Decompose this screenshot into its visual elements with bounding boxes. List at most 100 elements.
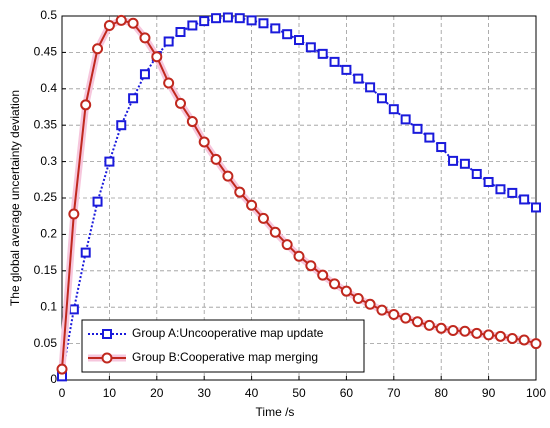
data-point	[471, 327, 483, 339]
data-point	[104, 156, 115, 167]
data-point	[412, 123, 423, 134]
data-point	[258, 18, 269, 29]
y-tick-label: 0.3	[40, 154, 57, 168]
data-point	[163, 36, 174, 47]
y-tick-label: 0.5	[40, 8, 57, 22]
data-point	[317, 269, 329, 281]
data-point	[388, 104, 399, 115]
y-tick-label: 0.45	[34, 45, 58, 59]
data-point	[269, 226, 281, 238]
data-point	[435, 322, 447, 334]
data-point	[56, 363, 68, 375]
data-point	[495, 184, 506, 195]
data-point	[211, 13, 222, 24]
data-point	[519, 194, 530, 205]
y-tick-label: 0	[50, 372, 57, 386]
data-point	[341, 64, 352, 75]
data-point	[139, 32, 151, 44]
data-point	[507, 187, 518, 198]
data-point	[163, 77, 175, 89]
data-point	[128, 93, 139, 104]
data-point	[305, 260, 317, 272]
data-point	[436, 142, 447, 153]
data-point	[471, 168, 482, 179]
data-point	[317, 48, 328, 59]
data-point	[139, 69, 150, 80]
data-point	[400, 312, 412, 324]
x-tick-label: 30	[198, 386, 212, 400]
data-point	[531, 202, 541, 213]
data-point	[210, 153, 222, 165]
x-tick-label: 0	[59, 386, 66, 400]
data-point	[376, 304, 388, 316]
data-point	[234, 186, 246, 198]
data-point	[340, 285, 352, 297]
data-point	[518, 334, 530, 346]
y-tick-label: 0.4	[40, 81, 57, 95]
y-tick-label: 0.15	[34, 263, 58, 277]
data-point	[329, 278, 341, 290]
data-point	[365, 82, 376, 93]
data-point	[246, 199, 258, 211]
data-point	[494, 330, 506, 342]
data-point	[400, 114, 411, 125]
y-axis-label: The global average uncertainty deviation	[8, 90, 22, 306]
data-point	[281, 239, 293, 251]
x-axis-label: Time /s	[256, 405, 295, 419]
data-point	[530, 338, 542, 350]
data-point	[68, 208, 80, 220]
data-point	[388, 308, 400, 320]
data-point	[222, 170, 234, 182]
x-tick-label: 40	[245, 386, 259, 400]
data-point	[506, 333, 518, 345]
y-tick-label: 0.35	[34, 117, 58, 131]
data-point	[270, 23, 281, 34]
x-tick-label: 80	[435, 386, 449, 400]
data-point	[68, 304, 79, 315]
data-point	[352, 292, 364, 304]
data-point	[199, 16, 210, 27]
data-point	[198, 136, 210, 148]
data-point	[175, 27, 186, 38]
data-point	[222, 12, 233, 23]
y-tick-label: 0.05	[34, 336, 58, 350]
x-tick-label: 20	[150, 386, 164, 400]
data-point	[175, 97, 186, 109]
data-point	[329, 56, 340, 67]
data-point	[92, 43, 104, 55]
data-point	[364, 298, 376, 310]
legend-label: Group B:Cooperative map merging	[132, 350, 318, 364]
data-point	[187, 20, 198, 31]
data-point	[459, 325, 471, 337]
x-tick-label: 50	[292, 386, 306, 400]
legend-label: Group A:Uncooperative map update	[132, 326, 324, 340]
data-point	[412, 316, 423, 328]
data-point	[459, 158, 470, 169]
data-point	[103, 19, 115, 31]
x-tick-label: 100	[526, 386, 546, 400]
data-point	[483, 176, 494, 187]
data-point	[80, 99, 92, 111]
data-point	[424, 132, 435, 143]
x-tick-label: 10	[103, 386, 117, 400]
y-tick-label: 0.25	[34, 190, 58, 204]
data-point	[294, 35, 304, 46]
x-tick-label: 90	[482, 386, 496, 400]
x-tick-label: 70	[387, 386, 401, 400]
data-point	[151, 51, 163, 63]
data-point	[234, 13, 245, 24]
data-point	[92, 196, 103, 207]
y-tick-label: 0.1	[40, 299, 57, 313]
data-point	[447, 324, 459, 336]
x-tick-label: 60	[340, 386, 354, 400]
legend-marker	[102, 329, 112, 339]
data-point	[127, 17, 139, 29]
plot-frame	[61, 15, 537, 381]
data-point	[448, 155, 459, 166]
data-point	[246, 15, 257, 26]
data-point	[186, 116, 198, 128]
data-point	[483, 329, 495, 341]
data-point	[293, 250, 305, 262]
data-point	[376, 93, 387, 104]
